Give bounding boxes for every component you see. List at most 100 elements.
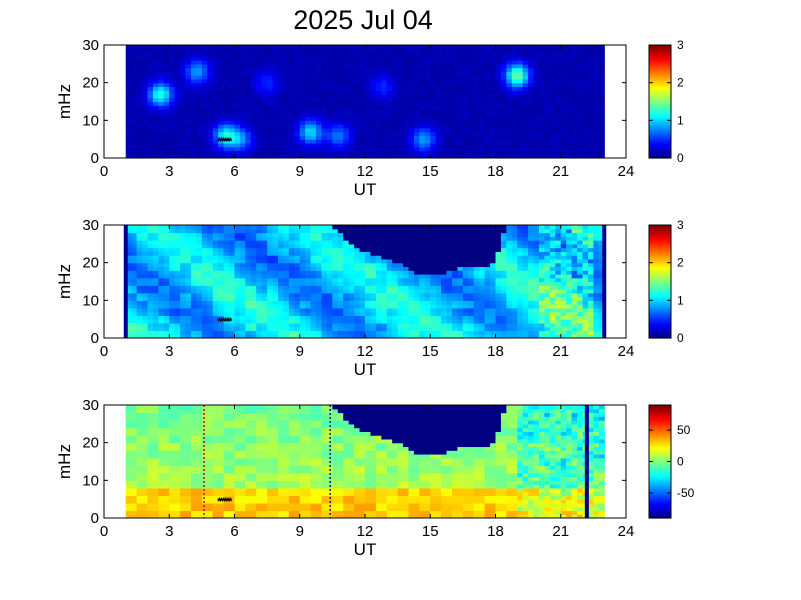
heatmap-cell <box>359 319 366 324</box>
heatmap-cell <box>207 225 214 230</box>
heatmap-cell <box>229 225 236 230</box>
heatmap-cell <box>288 281 295 286</box>
heatmap-cell <box>332 146 339 152</box>
heatmap-cell <box>528 334 535 338</box>
heatmap-cell <box>261 330 268 335</box>
heatmap-cell <box>196 142 203 148</box>
heatmap-cell <box>125 78 132 84</box>
heatmap-cell <box>577 97 584 103</box>
heatmap-cell <box>354 232 361 237</box>
heatmap-cell <box>147 124 154 129</box>
heatmap-cell <box>136 131 143 136</box>
heatmap-cell <box>207 258 214 264</box>
heatmap-cell <box>484 311 491 316</box>
heatmap-cell <box>490 109 497 114</box>
heatmap-cell <box>305 334 312 338</box>
heatmap-cell <box>278 109 285 114</box>
heatmap-cell <box>174 120 181 125</box>
heatmap-cell <box>299 120 306 125</box>
heatmap-cell <box>354 48 361 54</box>
heatmap-cell <box>354 112 361 118</box>
heatmap-cell <box>180 60 187 65</box>
heatmap-cell <box>490 120 497 125</box>
heatmap-cell <box>125 236 132 241</box>
heatmap-cell <box>288 289 295 294</box>
heatmap-cell <box>321 307 328 313</box>
heatmap-cell <box>212 315 219 320</box>
heatmap-cell <box>495 273 502 279</box>
heatmap-cell <box>490 127 497 133</box>
heatmap-cell <box>212 273 219 279</box>
heatmap-cell <box>468 289 475 294</box>
heatmap-cell <box>484 82 491 88</box>
heatmap-cell <box>147 240 154 245</box>
heatmap-cell <box>413 86 420 91</box>
heatmap-cell <box>239 228 246 234</box>
heatmap-cell <box>136 90 143 95</box>
heatmap-cell <box>218 142 225 148</box>
heatmap-cell <box>571 154 578 158</box>
heatmap-cell <box>131 56 138 61</box>
heatmap-cell <box>381 311 388 316</box>
heatmap-cell <box>245 105 252 110</box>
heatmap-cell <box>375 251 382 256</box>
heatmap-cell <box>223 315 230 320</box>
heatmap-cell <box>212 127 219 133</box>
heatmap-cell <box>223 63 230 69</box>
heatmap-cell <box>419 243 426 249</box>
heatmap-cell <box>386 131 393 136</box>
heatmap-cell <box>457 45 464 50</box>
heatmap-cell <box>191 116 198 121</box>
heatmap-cell <box>452 270 459 275</box>
heatmap-cell <box>288 82 295 88</box>
heatmap-cell <box>522 146 529 152</box>
heatmap-cell <box>446 251 453 256</box>
colorbar-step <box>649 143 671 147</box>
heatmap-cell <box>446 120 453 125</box>
heatmap-cell <box>332 266 339 271</box>
heatmap-cell <box>495 86 502 91</box>
heatmap-cell <box>142 48 149 54</box>
heatmap-cell <box>392 300 399 305</box>
heatmap-cell <box>544 86 551 91</box>
heatmap-cell <box>506 93 513 99</box>
heatmap-cell <box>479 315 486 320</box>
heatmap-cell <box>555 142 562 148</box>
heatmap-cell <box>174 75 181 80</box>
heatmap-cell <box>196 243 203 249</box>
heatmap-cell <box>321 82 328 88</box>
heatmap-cell <box>386 67 393 72</box>
heatmap-cell <box>571 105 578 110</box>
heatmap-cell <box>201 67 208 72</box>
heatmap-cell <box>278 258 285 264</box>
heatmap-cell <box>462 124 469 129</box>
heatmap-cell <box>191 258 198 264</box>
heatmap-cell <box>343 285 350 290</box>
heatmap-cell <box>201 266 208 271</box>
heatmap-cell <box>484 90 491 95</box>
heatmap-cell <box>310 319 317 324</box>
heatmap-cell <box>457 270 464 275</box>
heatmap-cell <box>245 296 252 301</box>
heatmap-cell <box>517 251 524 256</box>
heatmap-cell <box>299 300 306 305</box>
heatmap-cell <box>185 232 192 237</box>
heatmap-cell <box>539 127 546 133</box>
heatmap-cell <box>403 277 410 283</box>
heatmap-cell <box>430 258 437 264</box>
heatmap-cell <box>234 304 241 309</box>
heatmap-cell <box>316 270 323 275</box>
heatmap-cell <box>430 255 437 260</box>
heatmap-cell <box>152 289 159 294</box>
heatmap-cell <box>283 45 290 50</box>
heatmap-cell <box>348 311 355 316</box>
heatmap-cell <box>299 135 306 140</box>
heatmap-cell <box>261 232 268 237</box>
heatmap-cell <box>413 56 420 61</box>
heatmap-cell <box>163 135 170 140</box>
heatmap-cell <box>272 322 279 328</box>
heatmap-cell <box>495 277 502 283</box>
heatmap-cell <box>337 315 344 320</box>
heatmap-cell <box>337 225 344 230</box>
heatmap-cell <box>218 334 225 338</box>
